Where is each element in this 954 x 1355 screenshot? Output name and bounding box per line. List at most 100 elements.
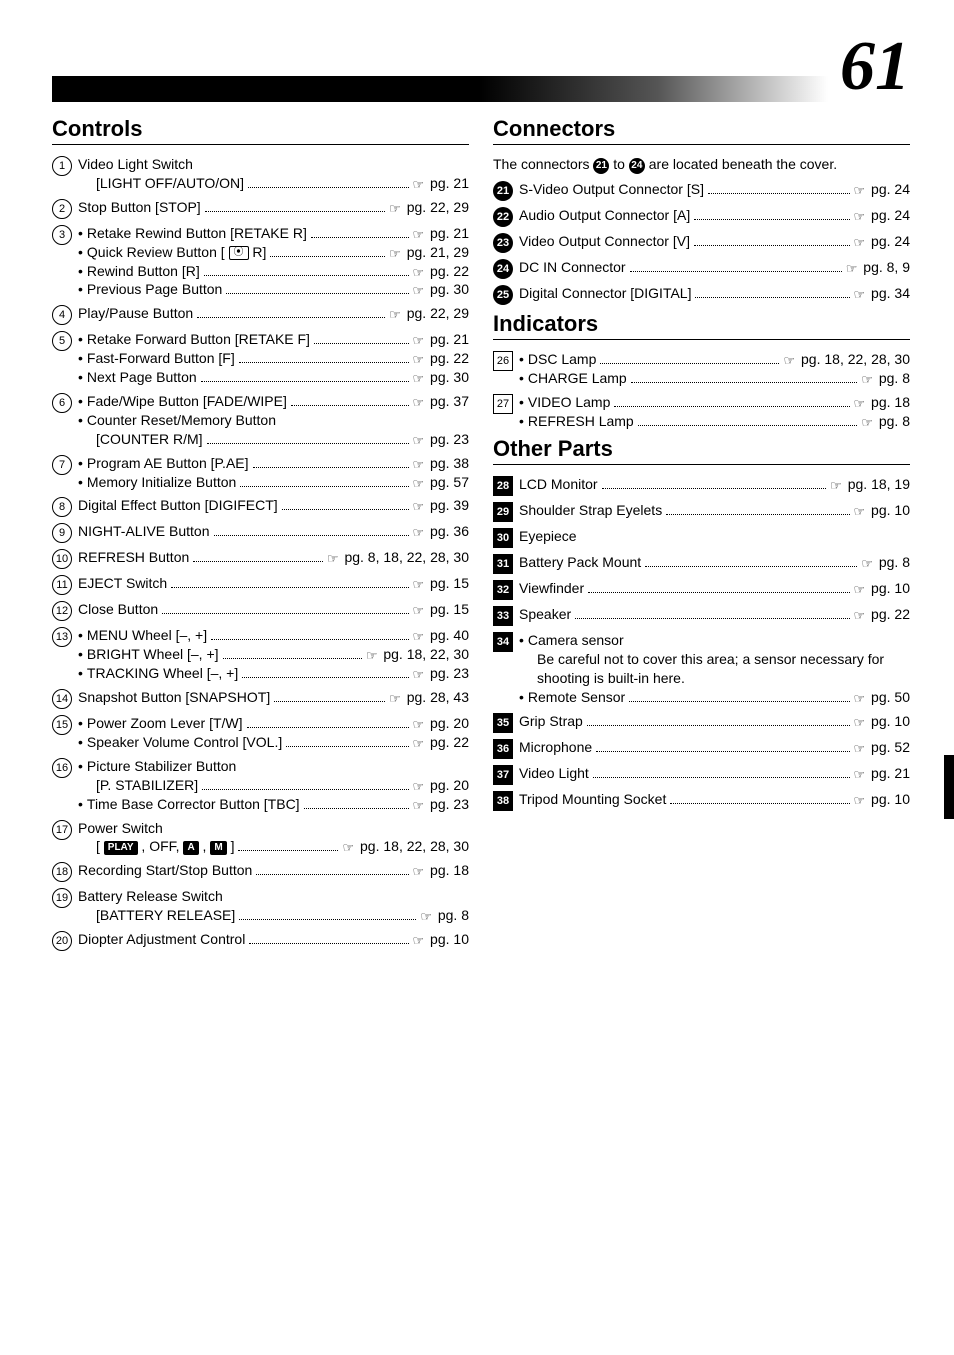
item-body: Diopter Adjustment Control ☞ pg. 10 [78,930,469,949]
item-body: Speaker☞ pg. 22 [519,605,910,624]
item-body: •Retake Forward Button [RETAKE F]☞ pg. 2… [78,330,469,387]
pointer-icon: ☞ [861,371,873,389]
list-item: 18Recording Start/Stop Button☞ pg. 18 [52,861,469,882]
item-line: [BATTERY RELEASE]☞ pg. 8 [78,906,469,925]
item-line: Audio Output Connector [A]☞ pg. 24 [519,206,910,225]
dot-leader [247,727,409,728]
item-marker: 19 [52,888,72,908]
line-label: Close Button [78,600,158,619]
page-ref: ☞ pg. 10 [854,712,910,731]
item-body: •Fade/Wipe Button [FADE/WIPE]☞ pg. 37•Co… [78,392,469,449]
line-label: •CHARGE Lamp [519,369,627,388]
pointer-icon: ☞ [413,498,425,516]
dot-leader [666,514,849,515]
line-label: REFRESH Button [78,548,189,567]
item-body: Digital Connector [DIGITAL]☞ pg. 34 [519,284,910,303]
bullet-icon: • [78,331,83,347]
item-line: •BRIGHT Wheel [–, +]☞ pg. 18, 22, 30 [78,645,469,664]
list-item: 1Video Light Switch[LIGHT OFF/AUTO/ON]☞ … [52,155,469,193]
pointer-icon: ☞ [413,778,425,796]
pointer-icon: ☞ [413,735,425,753]
pointer-icon: ☞ [413,863,425,881]
pointer-icon: ☞ [861,414,873,432]
page-ref: ☞ pg. 18, 22, 30 [366,645,469,664]
bullet-icon: • [519,413,524,429]
pointer-icon: ☞ [420,908,432,926]
item-marker: 6 [52,393,72,413]
item-line: Viewfinder☞ pg. 10 [519,579,910,598]
item-line: LCD Monitor☞ pg. 18, 19 [519,475,910,494]
bullet-icon: • [78,665,83,681]
line-label: Tripod Mounting Socket [519,790,666,809]
item-marker: 20 [52,931,72,951]
line-label: Digital Effect Button [DIGIFECT] [78,496,278,515]
page-ref: ☞ pg. 10 [854,579,910,598]
item-marker: 3 [52,225,72,245]
page-ref: ☞ pg. 8, 9 [846,258,910,277]
line-label: •Next Page Button [78,368,197,387]
list-item: 14Snapshot Button [SNAPSHOT]☞ pg. 28, 43 [52,688,469,709]
dot-leader [239,919,416,920]
item-marker: 22 [493,207,513,227]
line-label: Speaker [519,605,571,624]
item-line: •MENU Wheel [–, +] ☞ pg. 40 [78,626,469,645]
dot-leader [670,803,849,804]
page-ref: ☞ pg. 15 [413,574,469,593]
page-ref: ☞ pg. 23 [413,795,469,814]
pointer-icon: ☞ [413,351,425,369]
item-line: Digital Connector [DIGITAL]☞ pg. 34 [519,284,910,303]
pointer-icon: ☞ [389,245,401,263]
item-body: NIGHT-ALIVE Button☞ pg. 36 [78,522,469,541]
item-marker: 35 [493,713,513,733]
dot-leader [708,193,850,194]
list-item: 16•Picture Stabilizer Button[P. STABILIZ… [52,757,469,814]
item-line: Close Button☞ pg. 15 [78,600,469,619]
page-ref: ☞ pg. 10 [413,930,469,949]
item-line: [P. STABILIZER]☞ pg. 20 [78,776,469,795]
item-marker: 27 [493,394,513,414]
dot-leader [600,363,779,364]
line-label: •Retake Forward Button [RETAKE F] [78,330,310,349]
page-ref: ☞ pg. 8 [861,553,910,572]
item-marker: 15 [52,715,72,735]
line-label: [LIGHT OFF/AUTO/ON] [96,174,244,193]
item-note: Be careful not to cover this area; a sen… [519,650,910,688]
dot-leader [304,808,409,809]
line-label: •Quick Review Button [ ⦿ R] [78,243,266,262]
page-ref: ☞ pg. 24 [854,206,910,225]
item-line: •Rewind Button [R]☞ pg. 22 [78,262,469,281]
line-label: Diopter Adjustment Control [78,930,245,949]
dot-leader [201,381,409,382]
page-ref: ☞ pg. 21 [854,764,910,783]
page-ref: ☞ pg. 36 [413,522,469,541]
item-marker: 26 [493,351,513,371]
line-label: •MENU Wheel [–, +] [78,626,207,645]
pointer-icon: ☞ [861,555,873,573]
list-item: 11EJECT Switch☞ pg. 15 [52,574,469,595]
item-line: Digital Effect Button [DIGIFECT]☞ pg. 39 [78,496,469,515]
item-body: Close Button☞ pg. 15 [78,600,469,619]
item-line: Battery Release Switch [78,887,469,906]
line-label: •Program AE Button [P.AE] [78,454,249,473]
item-line: Stop Button [STOP]☞ pg. 22, 29 [78,198,469,217]
item-body: DC IN Connector☞ pg. 8, 9 [519,258,910,277]
item-body: •Program AE Button [P.AE]☞ pg. 38•Memory… [78,454,469,492]
list-item: 33Speaker☞ pg. 22 [493,605,910,626]
line-label: •Memory Initialize Button [78,473,236,492]
page-ref: ☞ pg. 10 [854,501,910,520]
page-ref: ☞ pg. 22, 29 [389,198,469,217]
item-marker: 17 [52,820,72,840]
page-ref: ☞ pg. 8 [861,369,910,388]
section-title: Other Parts [493,436,910,465]
item-line: •REFRESH Lamp☞ pg. 8 [519,412,910,431]
page-ref: ☞ pg. 34 [854,284,910,303]
item-body: Play/Pause Button☞ pg. 22, 29 [78,304,469,323]
dot-leader [240,486,408,487]
page-ref: ☞ pg. 40 [413,626,469,645]
page-ref: ☞ pg. 18, 22, 28, 30 [783,350,910,369]
pointer-icon: ☞ [854,792,866,810]
dot-leader [602,488,827,489]
pointer-icon: ☞ [413,264,425,282]
line-label: •Counter Reset/Memory Button [78,411,276,430]
item-body: Battery Release Switch[BATTERY RELEASE]☞… [78,887,469,925]
